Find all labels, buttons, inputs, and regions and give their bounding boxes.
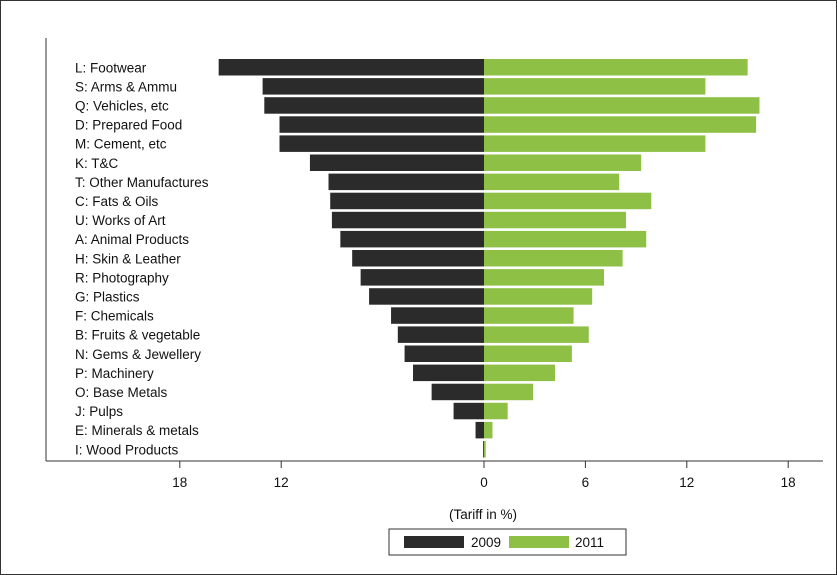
bar-2011-d-prepared-food xyxy=(484,116,757,133)
bar-2011-e-minerals-metals xyxy=(484,421,493,439)
x-tick-label: 6 xyxy=(582,475,590,490)
bar-2011-l-footwear xyxy=(484,59,748,76)
category-label-s-arms-ammu: S: Arms & Ammu xyxy=(75,79,177,94)
bar-2011-g-plastics xyxy=(484,288,593,305)
category-label-b-fruits-vegetable: B: Fruits & vegetable xyxy=(75,328,200,343)
bar-2011-c-fats-oils xyxy=(484,192,652,210)
bar-2009-a-animal-products xyxy=(340,230,484,248)
legend-swatch-2009 xyxy=(404,536,464,548)
category-label-i-wood-products: I: Wood Products xyxy=(75,442,179,457)
bar-2009-f-chemicals xyxy=(391,307,484,324)
category-label-r-photography: R: Photography xyxy=(75,270,169,285)
bar-2009-t-other-manufactures xyxy=(328,173,484,191)
bar-2009-g-plastics xyxy=(369,288,484,305)
bar-2009-r-photography xyxy=(360,269,484,286)
bar-2011-m-cement-etc xyxy=(484,135,706,152)
bar-2011-j-pulps xyxy=(484,402,508,420)
bar-2009-e-minerals-metals xyxy=(475,421,484,439)
bar-2011-u-works-of-art xyxy=(484,211,626,229)
bar-2009-d-prepared-food xyxy=(279,116,484,133)
bar-2011-i-wood-products xyxy=(484,441,486,458)
bar-2009-i-wood-products xyxy=(483,441,484,458)
category-label-j-pulps: J: Pulps xyxy=(75,404,123,419)
category-label-m-cement-etc: M: Cement, etc xyxy=(75,137,167,152)
bar-2011-k-t-c xyxy=(484,154,642,171)
category-label-d-prepared-food: D: Prepared Food xyxy=(75,118,182,133)
bar-2009-c-fats-oils xyxy=(330,192,484,210)
bar-2009-l-footwear xyxy=(218,59,485,76)
bar-2009-b-fruits-vegetable xyxy=(397,326,484,343)
bar-2009-o-base-metals xyxy=(431,383,484,401)
category-label-u-works-of-art: U: Works of Art xyxy=(75,213,166,228)
category-labels: L: Footwear S: Arms & Ammu Q: Vehicles, et… xyxy=(75,60,209,457)
bar-2009-n-gems-jewellery xyxy=(404,345,484,362)
bars xyxy=(218,59,760,458)
category-label-h-skin-leather: H: Skin & Leather xyxy=(75,251,181,266)
bar-2009-p-machinery xyxy=(413,364,484,382)
category-label-t-other-manufactures: T: Other Manufactures xyxy=(75,175,209,190)
category-label-p-machinery: P: Machinery xyxy=(75,366,154,381)
category-label-k-t-c: K: T&C xyxy=(75,156,119,171)
bar-2011-r-photography xyxy=(484,269,604,286)
x-ticks: 18 12 0 6 12 18 xyxy=(172,461,796,490)
legend-swatch-2011 xyxy=(509,536,569,548)
category-label-n-gems-jewellery: N: Gems & Jewellery xyxy=(75,347,201,362)
bar-2011-s-arms-ammu xyxy=(484,78,706,95)
category-label-g-plastics: G: Plastics xyxy=(75,289,140,304)
bar-2009-k-t-c xyxy=(309,154,484,171)
x-tick-label: 12 xyxy=(274,475,289,490)
x-tick-label: 12 xyxy=(679,475,694,490)
x-axis-title: (Tariff in %) xyxy=(449,507,517,522)
bar-2009-j-pulps xyxy=(453,402,484,420)
bar-2011-f-chemicals xyxy=(484,307,574,324)
bar-2011-q-vehicles-etc xyxy=(484,97,760,114)
category-label-q-vehicles-etc: Q: Vehicles, etc xyxy=(75,98,169,113)
bar-2009-m-cement-etc xyxy=(279,135,484,152)
bar-2009-h-skin-leather xyxy=(352,250,484,267)
bar-2009-q-vehicles-etc xyxy=(264,97,484,114)
category-label-o-base-metals: O: Base Metals xyxy=(75,385,168,400)
category-label-f-chemicals: F: Chemicals xyxy=(75,309,154,324)
legend-label-2009: 2009 xyxy=(471,535,501,550)
category-label-a-animal-products: A: Animal Products xyxy=(75,232,189,247)
bar-2011-h-skin-leather xyxy=(484,250,623,267)
legend: 2009 2011 xyxy=(388,528,627,556)
x-tick-label: 18 xyxy=(172,475,187,490)
bar-2011-t-other-manufactures xyxy=(484,173,620,191)
x-tick-label: 0 xyxy=(480,475,488,490)
bar-2011-a-animal-products xyxy=(484,230,647,248)
bar-2011-n-gems-jewellery xyxy=(484,345,572,362)
x-tick-label: 18 xyxy=(781,475,796,490)
bar-2009-s-arms-ammu xyxy=(262,78,484,95)
category-label-e-minerals-metals: E: Minerals & metals xyxy=(75,423,199,438)
bar-2009-u-works-of-art xyxy=(331,211,484,229)
category-label-l-footwear: L: Footwear xyxy=(75,60,147,75)
category-label-c-fats-oils: C: Fats & Oils xyxy=(75,194,159,209)
bar-2011-b-fruits-vegetable xyxy=(484,326,589,343)
bar-2011-p-machinery xyxy=(484,364,555,382)
legend-label-2011: 2011 xyxy=(575,535,604,550)
bar-2011-o-base-metals xyxy=(484,383,534,401)
